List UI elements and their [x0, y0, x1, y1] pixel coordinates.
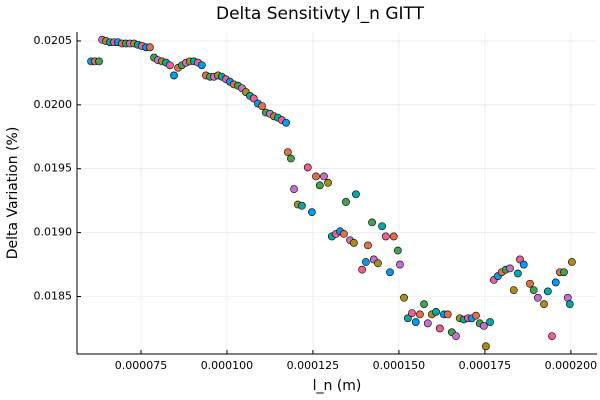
y-tick-label: 0.0190 [34, 226, 73, 239]
chart-title: Delta Sensitivty l_n GITT [216, 4, 425, 24]
point [435, 324, 444, 333]
x-tick-label: 0.000175 [459, 359, 512, 372]
point [378, 222, 386, 231]
x-tick-label: 0.000200 [545, 359, 598, 372]
point [352, 190, 360, 199]
point [170, 71, 178, 80]
point [368, 218, 376, 227]
point [519, 260, 528, 269]
point [482, 342, 490, 351]
point [540, 300, 548, 309]
y-tick-label: 0.0185 [34, 290, 73, 303]
point [529, 286, 538, 295]
y-tick-label: 0.0195 [34, 162, 73, 175]
point [411, 318, 420, 326]
point [320, 172, 328, 181]
point [560, 268, 568, 277]
x-tick-label: 0.000075 [115, 359, 168, 372]
point [423, 319, 432, 328]
point [287, 154, 295, 163]
point [567, 258, 576, 266]
point [381, 232, 390, 241]
point [396, 260, 404, 269]
point [486, 318, 494, 326]
point [374, 259, 382, 268]
point [283, 148, 292, 157]
point [565, 300, 574, 309]
point [324, 178, 332, 187]
point [432, 307, 440, 316]
point [95, 57, 103, 66]
x-tick-label: 0.000150 [373, 359, 426, 372]
point [339, 229, 348, 238]
point [364, 241, 372, 250]
point [420, 300, 428, 309]
point [403, 314, 412, 323]
point [312, 172, 320, 181]
point [479, 321, 488, 330]
point [452, 332, 460, 341]
point [526, 279, 534, 288]
point [282, 118, 291, 127]
x-axis-label: l_n (m) [313, 378, 362, 394]
point [513, 269, 522, 278]
point [443, 310, 452, 319]
point [249, 94, 258, 103]
point [472, 311, 480, 320]
point [349, 238, 358, 247]
point [543, 287, 552, 296]
point [393, 246, 402, 255]
point [307, 208, 316, 217]
point [415, 310, 424, 319]
point [361, 258, 370, 266]
point [258, 102, 266, 111]
y-axis-label: Delta Variation (%) [5, 127, 21, 260]
point [400, 293, 408, 302]
point [533, 293, 542, 302]
x-tick-label: 0.000125 [287, 359, 340, 372]
point [146, 43, 154, 52]
x-tick-label: 0.000100 [201, 359, 254, 372]
point [298, 201, 306, 210]
y-tick-label: 0.0205 [34, 34, 73, 47]
point [303, 163, 312, 172]
point [506, 264, 514, 273]
point [408, 309, 416, 318]
point [315, 181, 324, 190]
point [342, 198, 350, 206]
point [197, 61, 206, 70]
point [389, 232, 398, 241]
point [290, 185, 298, 194]
point [548, 332, 556, 341]
y-tick-label: 0.0200 [34, 98, 73, 111]
point [358, 265, 367, 274]
point [386, 268, 394, 277]
point [509, 286, 518, 295]
point [165, 61, 174, 70]
point [551, 278, 560, 287]
